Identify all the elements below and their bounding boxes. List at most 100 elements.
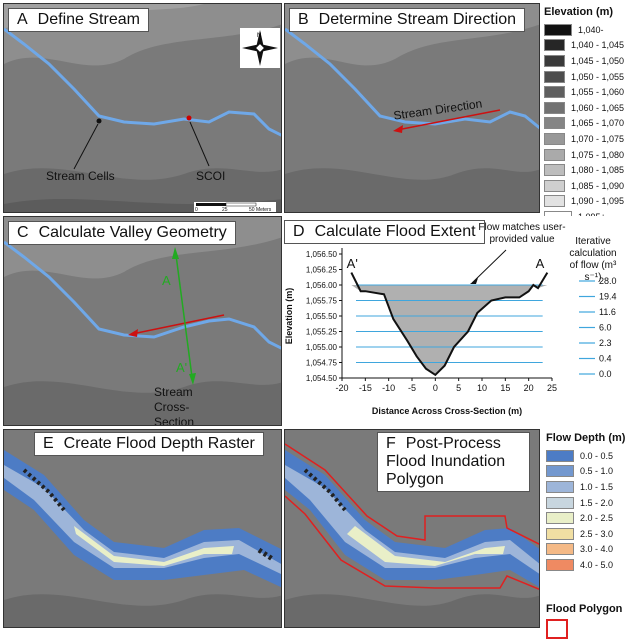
flow-depth-legend-label: 0.5 - 1.0 — [580, 466, 614, 477]
elevation-legend-label: 1,070 - 1,075 — [570, 133, 624, 144]
elevation-legend-label: 1,060 - 1,065 — [570, 102, 624, 113]
panel-f: F Post-Process Flood Inundation Polygon — [284, 429, 540, 628]
elevation-legend-swatch — [544, 101, 565, 114]
elevation-legend-item: 1,065 - 1,070 — [544, 116, 624, 132]
flow-depth-legend-swatch — [546, 496, 574, 509]
flow-depth-legend-swatch — [546, 527, 574, 540]
water-fill — [351, 285, 548, 375]
panel-a-title-text: Define Stream — [37, 11, 140, 28]
x-tick-label: 5 — [456, 383, 461, 393]
panel-c: A A' Stream Cross-Section C Calculate Val… — [3, 216, 282, 426]
elevation-legend-swatch — [544, 164, 565, 177]
panel-e-title: E Create Flood Depth Raster — [34, 432, 264, 456]
panel-a-letter: A — [17, 11, 28, 28]
x-tick-label: -20 — [335, 383, 348, 393]
panel-b: Stream Direction B Determine Stream Direc… — [284, 3, 540, 213]
panel-e-title-text: Create Flood Depth Raster — [63, 435, 255, 452]
panel-d-letter: D — [293, 223, 305, 240]
elevation-legend-label: 1,080 - 1,085 — [570, 165, 624, 176]
elevation-legend-label: 1,065 - 1,070 — [570, 118, 624, 129]
elevation-legend-item: 1,055 - 1,060 — [544, 84, 624, 100]
elevation-legend-label: 1,045 - 1,050 — [570, 55, 624, 66]
flow-depth-legend-item: 2.0 - 2.5 — [546, 510, 625, 526]
elevation-legend-swatch — [544, 148, 565, 161]
flow-depth-legend-swatch — [546, 449, 574, 462]
panel-f-title-text: Post-Process Flood Inundation Polygon — [386, 435, 506, 488]
panel-f-title: F Post-Process Flood Inundation Polygon — [377, 432, 530, 492]
flow-value: 11.6 — [599, 307, 616, 317]
elevation-legend-swatch — [544, 70, 565, 83]
flow-depth-legend: Flow Depth (m) 0.0 - 0.5 0.5 - 1.0 1.0 - 1… — [546, 432, 625, 639]
flow-depth-legend-item: 0.5 - 1.0 — [546, 464, 625, 480]
y-tick-label: 1,055.00 — [306, 343, 338, 352]
y-tick-label: 1,056.00 — [306, 281, 338, 290]
terrain-profile-line — [350, 272, 549, 377]
cross-section-a-prime-label: A' — [176, 360, 187, 375]
panel-b-map: Stream Direction — [285, 4, 539, 212]
elevation-legend-title: Elevation (m) — [544, 6, 614, 18]
flow-value: 2.3 — [599, 338, 612, 348]
panel-b-title: B Determine Stream Direction — [289, 8, 526, 32]
flow-depth-legend-label: 0.0 - 0.5 — [580, 450, 614, 461]
cross-section-label: Stream Cross-Section — [154, 385, 195, 425]
elevation-legend-swatch — [544, 54, 565, 67]
flood-polygon-legend-title: Flood Polygon — [546, 602, 623, 615]
cross-section-a-label: A — [162, 273, 171, 288]
flow-depth-legend-item: 0.0 - 0.5 — [546, 448, 625, 464]
elevation-legend-item: 1,045 - 1,050 — [544, 53, 624, 69]
elevation-legend-item: 1,060 - 1,065 — [544, 100, 624, 116]
scale-tick-0: 0 — [195, 207, 198, 213]
flow-value: 6.0 — [599, 323, 612, 333]
elevation-legend-item: 1,080 - 1,085 — [544, 162, 624, 178]
panel-d-title: D Calculate Flood Extent — [284, 220, 485, 244]
panel-d: D Calculate Flood Extent Flow matches use… — [284, 216, 625, 426]
flow-value: 0.0 — [599, 369, 612, 379]
north-label: N — [257, 33, 261, 39]
elevation-legend-label: 1,055 - 1,060 — [570, 87, 624, 98]
flow-depth-legend-swatch — [546, 480, 574, 493]
elevation-legend-label: 1,040- — [578, 24, 604, 35]
panel-c-title-text: Calculate Valley Geometry — [38, 224, 227, 241]
elevation-legend-swatch — [544, 179, 565, 192]
flood-polygon-outline — [285, 443, 539, 590]
y-tick-label: 1,056.50 — [306, 250, 338, 259]
elevation-legend-swatch — [544, 86, 565, 99]
flow-note: Flow matches user-provided value — [478, 222, 566, 245]
elevation-legend-item: 1,040 - 1,045 — [544, 38, 624, 54]
panel-c-title: C Calculate Valley Geometry — [8, 221, 236, 245]
flow-depth-legend-item: 3.0 - 4.0 — [546, 542, 625, 558]
flow-value: 0.4 — [599, 354, 612, 364]
profile-right-label: A — [536, 256, 545, 271]
panel-e-map — [4, 430, 281, 627]
flow-depth-legend-label: 2.5 - 3.0 — [580, 528, 614, 539]
elevation-legend: Elevation (m) 1,040- 1,040 - 1,045 1,045 -… — [544, 6, 624, 225]
flow-note-arrow — [471, 249, 507, 284]
panel-a-title: A Define Stream — [8, 8, 149, 32]
panel-f-letter: F — [386, 435, 396, 452]
flow-depth-legend-swatch — [546, 512, 574, 525]
x-tick-label: 10 — [477, 383, 487, 393]
panel-d-title-text: Calculate Flood Extent — [314, 223, 476, 240]
flow-depth-legend-label: 2.0 - 2.5 — [580, 513, 614, 524]
flow-depth-legend-item: 1.0 - 1.5 — [546, 479, 625, 495]
elevation-legend-swatch — [544, 117, 565, 130]
x-tick-label: 15 — [500, 383, 510, 393]
profile-left-label: A' — [347, 256, 358, 271]
y-tick-label: 1,056.25 — [306, 266, 338, 275]
flow-depth-legend-item: 4.0 - 5.0 — [546, 557, 625, 573]
flow-depth-legend-label: 1.5 - 2.0 — [580, 497, 614, 508]
elevation-legend-item: 1,090 - 1,095 — [544, 194, 624, 210]
elevation-legend-label: 1,090 - 1,095 — [570, 196, 624, 207]
x-tick-label: 20 — [524, 383, 534, 393]
flow-note-arrowhead — [470, 278, 478, 284]
panel-b-letter: B — [298, 11, 309, 28]
y-axis-label: Elevation (m) — [284, 288, 294, 345]
elevation-legend-swatch — [544, 23, 572, 36]
elevation-legend-item: 1,040- — [544, 22, 624, 38]
y-tick-label: 1,055.75 — [306, 297, 338, 306]
flood-polygon-swatch — [546, 618, 568, 639]
scale-tick-50: 50 Meters — [249, 207, 272, 213]
scoi-label: SCOI — [196, 169, 225, 183]
flow-depth-legend-swatch — [546, 558, 574, 571]
scale-tick-25: 25 — [222, 207, 228, 213]
